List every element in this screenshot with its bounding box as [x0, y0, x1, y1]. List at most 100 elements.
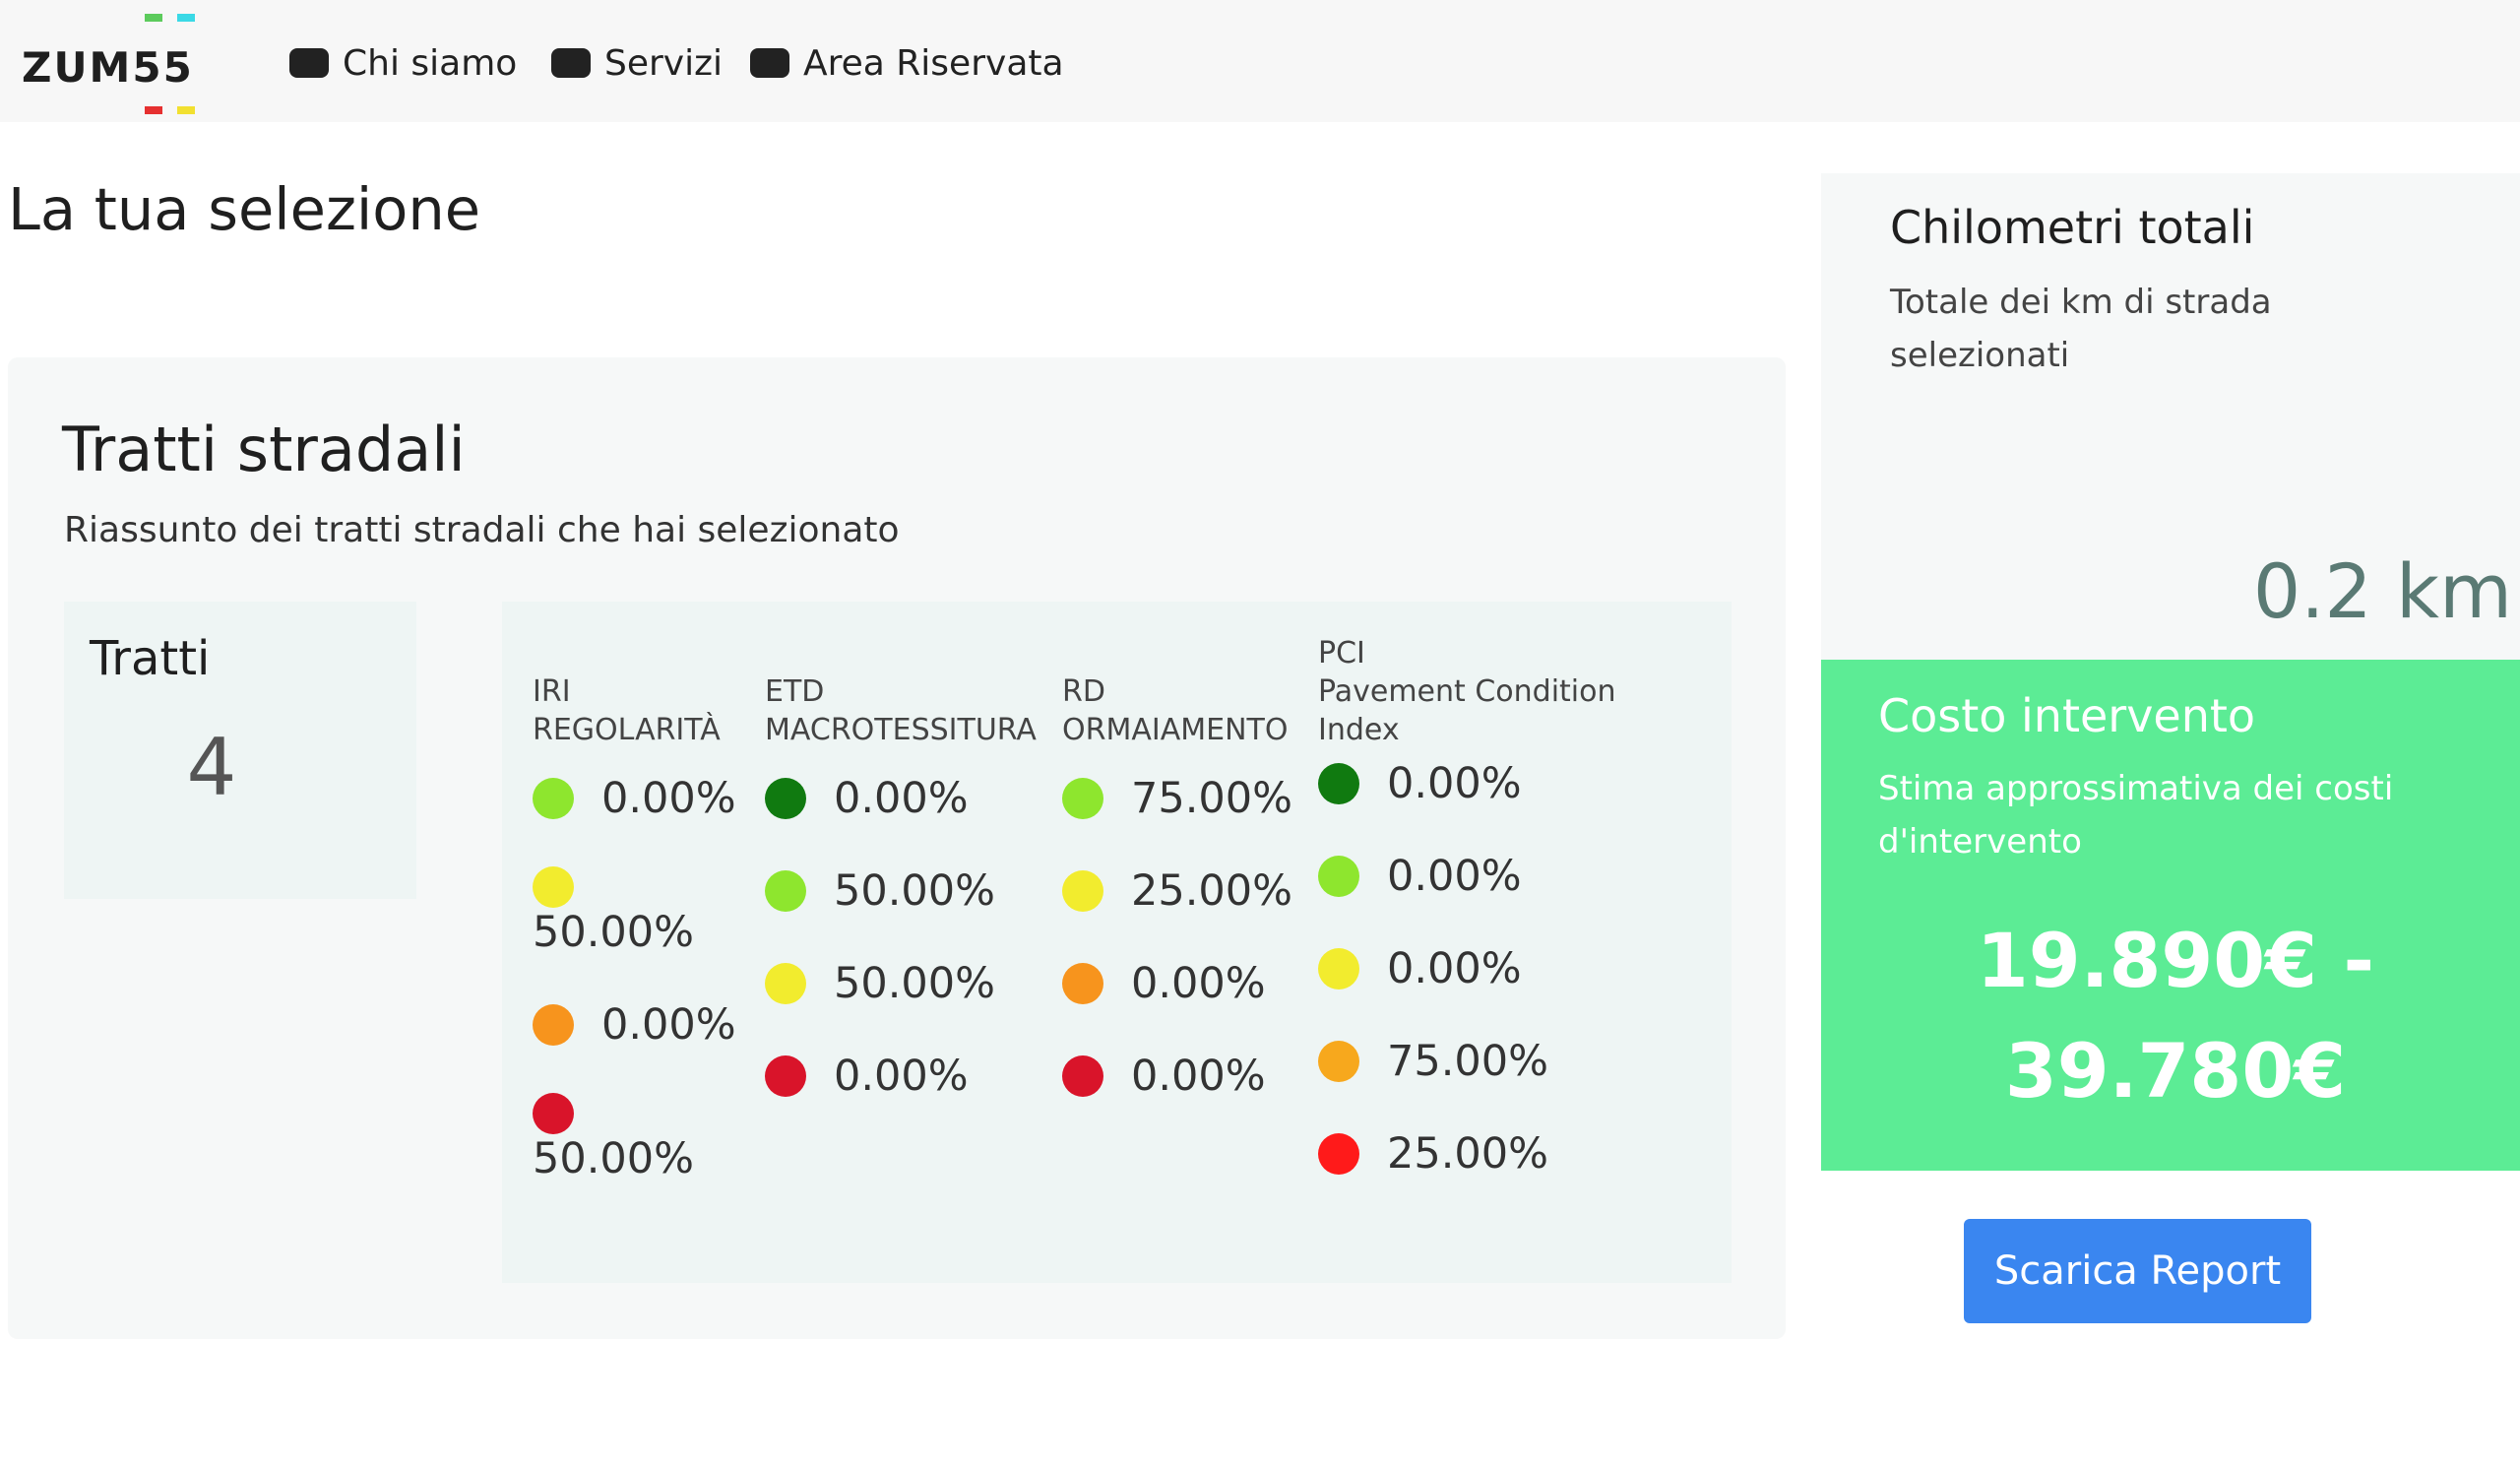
status-dot: [1062, 778, 1103, 819]
tratti-label: Tratti: [90, 631, 211, 686]
column-header: PCI Pavement Condition Index: [1318, 634, 1616, 749]
metric-item: 75.00%: [1318, 1037, 1732, 1086]
header-line: MACROTESSITURA: [765, 713, 1037, 747]
column-header: ETD MACROTESSITURA: [765, 672, 1037, 749]
header-line: RD: [1062, 674, 1105, 709]
logo-text: 55: [132, 43, 194, 92]
status-dot: [1318, 1041, 1359, 1082]
status-dot: [533, 778, 574, 819]
status-dot: [1062, 870, 1103, 912]
navbar: ZUM55 Chi siamo Servizi Area Riservata: [0, 0, 2520, 122]
logo-bar: [177, 106, 195, 114]
metric-item: 50.00%: [533, 866, 744, 957]
header-line: ORMAIAMENTO: [1062, 713, 1289, 747]
button-text: Scarica Report: [1993, 1248, 2282, 1294]
metric-item: 0.00%: [533, 774, 744, 823]
percentage: 0.00%: [1387, 944, 1522, 993]
metric-item: 0.00%: [1318, 944, 1732, 993]
metric-column: ETD MACROTESSITURA 0.00% 50.00% 50.00% 0.00%: [765, 602, 1060, 1283]
card-subtitle: Riassunto dei tratti stradali che hai se…: [64, 510, 900, 550]
item-list: 0.00% 0.00% 0.00% 75.00% 25.00%: [1318, 759, 1732, 1222]
cost-card: Costo intervento Stima approssimativa de…: [1821, 660, 2520, 1171]
percentage: 50.00%: [834, 866, 995, 916]
logo-bar: [145, 14, 162, 22]
nav-text: Area Riservata: [803, 43, 1064, 84]
nav-text: Chi siamo: [343, 43, 518, 84]
icon: [289, 48, 329, 78]
logo-bar: [145, 106, 162, 114]
nav-text: Servizi: [604, 43, 724, 84]
percentage: 75.00%: [1387, 1037, 1548, 1086]
tratti-box: Tratti 4: [64, 602, 416, 899]
metric-item: 50.00%: [765, 959, 1060, 1008]
logo[interactable]: ZUM55: [22, 43, 194, 92]
percentage: 25.00%: [1387, 1129, 1548, 1179]
nav-link[interactable]: Servizi: [551, 43, 723, 84]
km-title: Chilometri totali: [1890, 201, 2255, 254]
status-dot: [1062, 1055, 1103, 1097]
percentage: 0.00%: [1387, 852, 1522, 901]
km-card: Chilometri totali Totale dei km di strad…: [1821, 173, 2520, 660]
item-list: 0.00% 50.00% 0.00% 50.00%: [533, 774, 744, 1227]
icon: [551, 48, 591, 78]
metric-item: 0.00%: [1062, 1052, 1318, 1101]
card-title: Tratti stradali: [62, 414, 466, 485]
download-button[interactable]: Scarica Report: [1964, 1219, 2311, 1323]
logo-bar: [177, 14, 195, 22]
percentage: 50.00%: [533, 908, 694, 957]
cost-subtitle: Stima approssimativa dei costi d'interve…: [1878, 769, 2394, 862]
status-dot: [765, 870, 806, 912]
status-dot: [765, 963, 806, 1004]
metric-item: 0.00%: [1318, 852, 1732, 901]
page-title: La tua selezione: [8, 175, 481, 243]
km-subtitle: Totale dei km di strada selezionati: [1890, 283, 2272, 375]
header-line: REGOLARITÀ: [533, 713, 721, 747]
metric-item: 0.00%: [765, 774, 1060, 823]
km-value: 0.2 km: [2252, 547, 2512, 635]
metric-column: PCI Pavement Condition Index 0.00% 0.00% 0.00…: [1318, 602, 1732, 1283]
item-list: 75.00% 25.00% 0.00% 0.00%: [1062, 774, 1318, 1144]
percentage: 0.00%: [834, 1052, 969, 1101]
column-header: IRI REGOLARITÀ: [533, 672, 721, 749]
metric-column: IRI REGOLARITÀ 0.00% 50.00% 0.00% 50.00%: [533, 602, 744, 1283]
percentage: 0.00%: [601, 774, 736, 823]
status-dot: [765, 778, 806, 819]
status-dot: [1318, 1133, 1359, 1175]
status-dot: [533, 1004, 574, 1046]
header-line: PCI: [1318, 636, 1365, 671]
tratti-value: 4: [186, 722, 237, 813]
status-dot: [765, 1055, 806, 1097]
percentage: 50.00%: [533, 1134, 694, 1183]
percentage: 50.00%: [834, 959, 995, 1008]
item-list: 0.00% 50.00% 50.00% 0.00%: [765, 774, 1060, 1144]
metric-column: RD ORMAIAMENTO 75.00% 25.00% 0.00% 0.00%: [1062, 602, 1318, 1283]
percentage: 0.00%: [1387, 759, 1522, 808]
metrics: IRI REGOLARITÀ 0.00% 50.00% 0.00% 50.00% ETD MA…: [502, 602, 1732, 1283]
status-dot: [533, 1093, 574, 1134]
status-dot: [1318, 763, 1359, 804]
status-dot: [533, 866, 574, 908]
header-line: IRI: [533, 674, 571, 709]
logo-text: ZUM: [22, 43, 133, 92]
column-header: RD ORMAIAMENTO: [1062, 672, 1288, 749]
percentage: 75.00%: [1131, 774, 1292, 823]
metric-item: 0.00%: [765, 1052, 1060, 1101]
header-line: ETD: [765, 674, 825, 709]
metric-item: 0.00%: [1318, 759, 1732, 808]
metric-item: 25.00%: [1062, 866, 1318, 916]
percentage: 0.00%: [834, 774, 969, 823]
nav-link[interactable]: Chi siamo: [289, 43, 517, 84]
metric-item: 50.00%: [765, 866, 1060, 916]
percentage: 25.00%: [1131, 866, 1292, 916]
status-dot: [1318, 948, 1359, 990]
nav-link[interactable]: Area Riservata: [750, 43, 1064, 84]
icon: [750, 48, 789, 78]
cost-title: Costo intervento: [1878, 689, 2256, 742]
metric-item: 0.00%: [533, 1000, 744, 1050]
percentage: 0.00%: [601, 1000, 736, 1050]
metric-item: 75.00%: [1062, 774, 1318, 823]
metric-item: 25.00%: [1318, 1129, 1732, 1179]
metric-item: 0.00%: [1062, 959, 1318, 1008]
status-dot: [1062, 963, 1103, 1004]
